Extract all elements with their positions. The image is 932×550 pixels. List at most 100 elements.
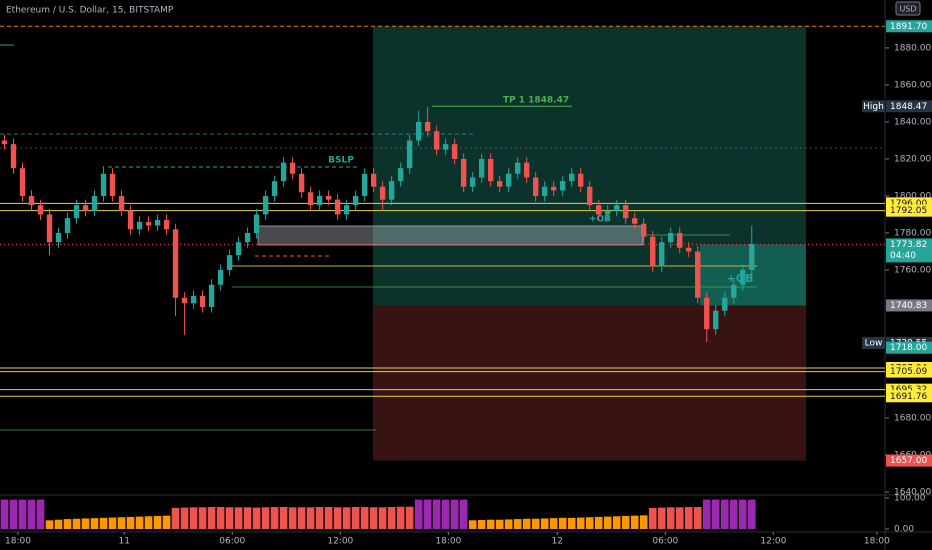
y-tick-label: 100.00 bbox=[894, 494, 926, 504]
indicator-bar bbox=[423, 499, 432, 529]
indicator-bar bbox=[504, 519, 513, 529]
candle-body bbox=[605, 210, 611, 215]
candle-body bbox=[577, 173, 584, 187]
candle-body bbox=[469, 177, 476, 187]
candle-body bbox=[559, 181, 566, 191]
indicator-bar bbox=[558, 517, 567, 529]
indicator-bar bbox=[333, 507, 342, 529]
indicator-bar bbox=[702, 499, 711, 529]
x-tick-label: 06:00 bbox=[219, 537, 245, 547]
indicator-bar bbox=[594, 516, 603, 529]
y-tick-label: 0.00 bbox=[894, 524, 914, 534]
indicator-bar bbox=[711, 499, 720, 529]
candles bbox=[1, 107, 755, 343]
candle-body bbox=[532, 177, 539, 196]
candle-body bbox=[217, 269, 224, 285]
indicator-bar bbox=[405, 506, 414, 529]
candle-body bbox=[190, 295, 197, 304]
indicator-bar bbox=[612, 516, 621, 529]
price-tag bbox=[886, 365, 932, 378]
indicator-bar bbox=[54, 519, 63, 529]
price-tag-label: 1891.70 bbox=[890, 22, 927, 32]
order-block bbox=[257, 225, 644, 246]
candle-body bbox=[226, 255, 233, 270]
indicator-bar bbox=[99, 517, 108, 529]
indicator-bar bbox=[540, 518, 549, 529]
indicator bbox=[0, 499, 756, 529]
price-tag bbox=[886, 390, 932, 403]
candle-body bbox=[181, 297, 188, 304]
price-tag bbox=[886, 299, 932, 312]
indicator-bar bbox=[135, 516, 144, 529]
candle-body bbox=[424, 121, 431, 132]
candle-body bbox=[370, 173, 377, 187]
price-tag-label: 1740.83 bbox=[890, 301, 927, 311]
indicator-bar bbox=[27, 499, 36, 529]
x-tick-label: 12:00 bbox=[327, 537, 353, 547]
candle-body bbox=[623, 205, 629, 219]
candle-body bbox=[82, 205, 89, 211]
candle-body bbox=[749, 244, 755, 270]
indicator-bar bbox=[369, 507, 378, 529]
candle-body bbox=[1, 140, 8, 145]
candle-body bbox=[19, 168, 26, 196]
extreme-tag bbox=[862, 336, 885, 349]
chart-title: Ethereum / U.S. Dollar, 15, BITSTAMP bbox=[6, 6, 174, 16]
indicator-bar bbox=[108, 517, 117, 529]
indicator-bar bbox=[171, 507, 180, 529]
candle-body bbox=[55, 232, 62, 243]
candle-body bbox=[713, 310, 719, 330]
candle-body bbox=[695, 251, 701, 298]
x-tick-label: 18:00 bbox=[864, 537, 890, 547]
x-tick-label: 06:00 bbox=[652, 537, 678, 547]
candle-body bbox=[100, 173, 107, 196]
price-tag-label: 1695.32 bbox=[890, 385, 927, 395]
candle-body bbox=[10, 144, 17, 169]
indicator-bar bbox=[162, 515, 171, 529]
candle-body bbox=[478, 158, 485, 178]
candle-body bbox=[650, 236, 656, 267]
indicator-bar bbox=[378, 507, 387, 529]
price-tag-label: 1657.00 bbox=[890, 456, 927, 466]
candle-body bbox=[451, 144, 458, 159]
indicator-bar bbox=[126, 516, 135, 529]
candle-body bbox=[722, 297, 728, 311]
indicator-bar bbox=[738, 499, 747, 529]
candle-body bbox=[298, 173, 305, 193]
y-tick-label: 1780.00 bbox=[894, 228, 931, 238]
candle-body bbox=[37, 205, 44, 215]
indicator-bar bbox=[198, 507, 207, 529]
y-tick-label: 1640.00 bbox=[894, 488, 931, 498]
indicator-bar bbox=[486, 519, 495, 529]
y-tick-label: 1880.00 bbox=[894, 43, 931, 53]
candle-body bbox=[641, 223, 647, 237]
candle-body bbox=[523, 162, 530, 178]
indicator-bar bbox=[513, 519, 522, 529]
currency[interactable]: USD bbox=[899, 5, 916, 14]
candle-body bbox=[668, 232, 674, 243]
indicator-bar bbox=[0, 499, 9, 529]
indicator-bar bbox=[684, 506, 693, 529]
candle-body bbox=[208, 284, 215, 307]
candle-body bbox=[433, 131, 440, 150]
indicator-bar bbox=[675, 507, 684, 529]
bslp-label: BSLP bbox=[328, 156, 354, 166]
y-tick-label: 1840.00 bbox=[894, 117, 931, 127]
candle-body bbox=[262, 195, 269, 215]
x-tick-label: 12:00 bbox=[760, 537, 786, 547]
indicator-bar bbox=[468, 520, 477, 529]
indicator-bar bbox=[450, 499, 459, 529]
candle-body bbox=[172, 229, 179, 298]
indicator-bar bbox=[549, 518, 558, 529]
indicator-bar bbox=[225, 507, 234, 529]
candle-body bbox=[253, 214, 260, 233]
candle-body bbox=[154, 220, 161, 226]
candle-body bbox=[704, 297, 710, 330]
candle-body bbox=[677, 232, 683, 248]
indicator-bar bbox=[666, 507, 675, 529]
candle-body bbox=[496, 181, 503, 187]
currency-box[interactable] bbox=[895, 1, 921, 16]
indicator-bar bbox=[360, 506, 369, 529]
candle-body bbox=[514, 162, 521, 174]
price-tag-label: 1792.05 bbox=[890, 206, 927, 216]
